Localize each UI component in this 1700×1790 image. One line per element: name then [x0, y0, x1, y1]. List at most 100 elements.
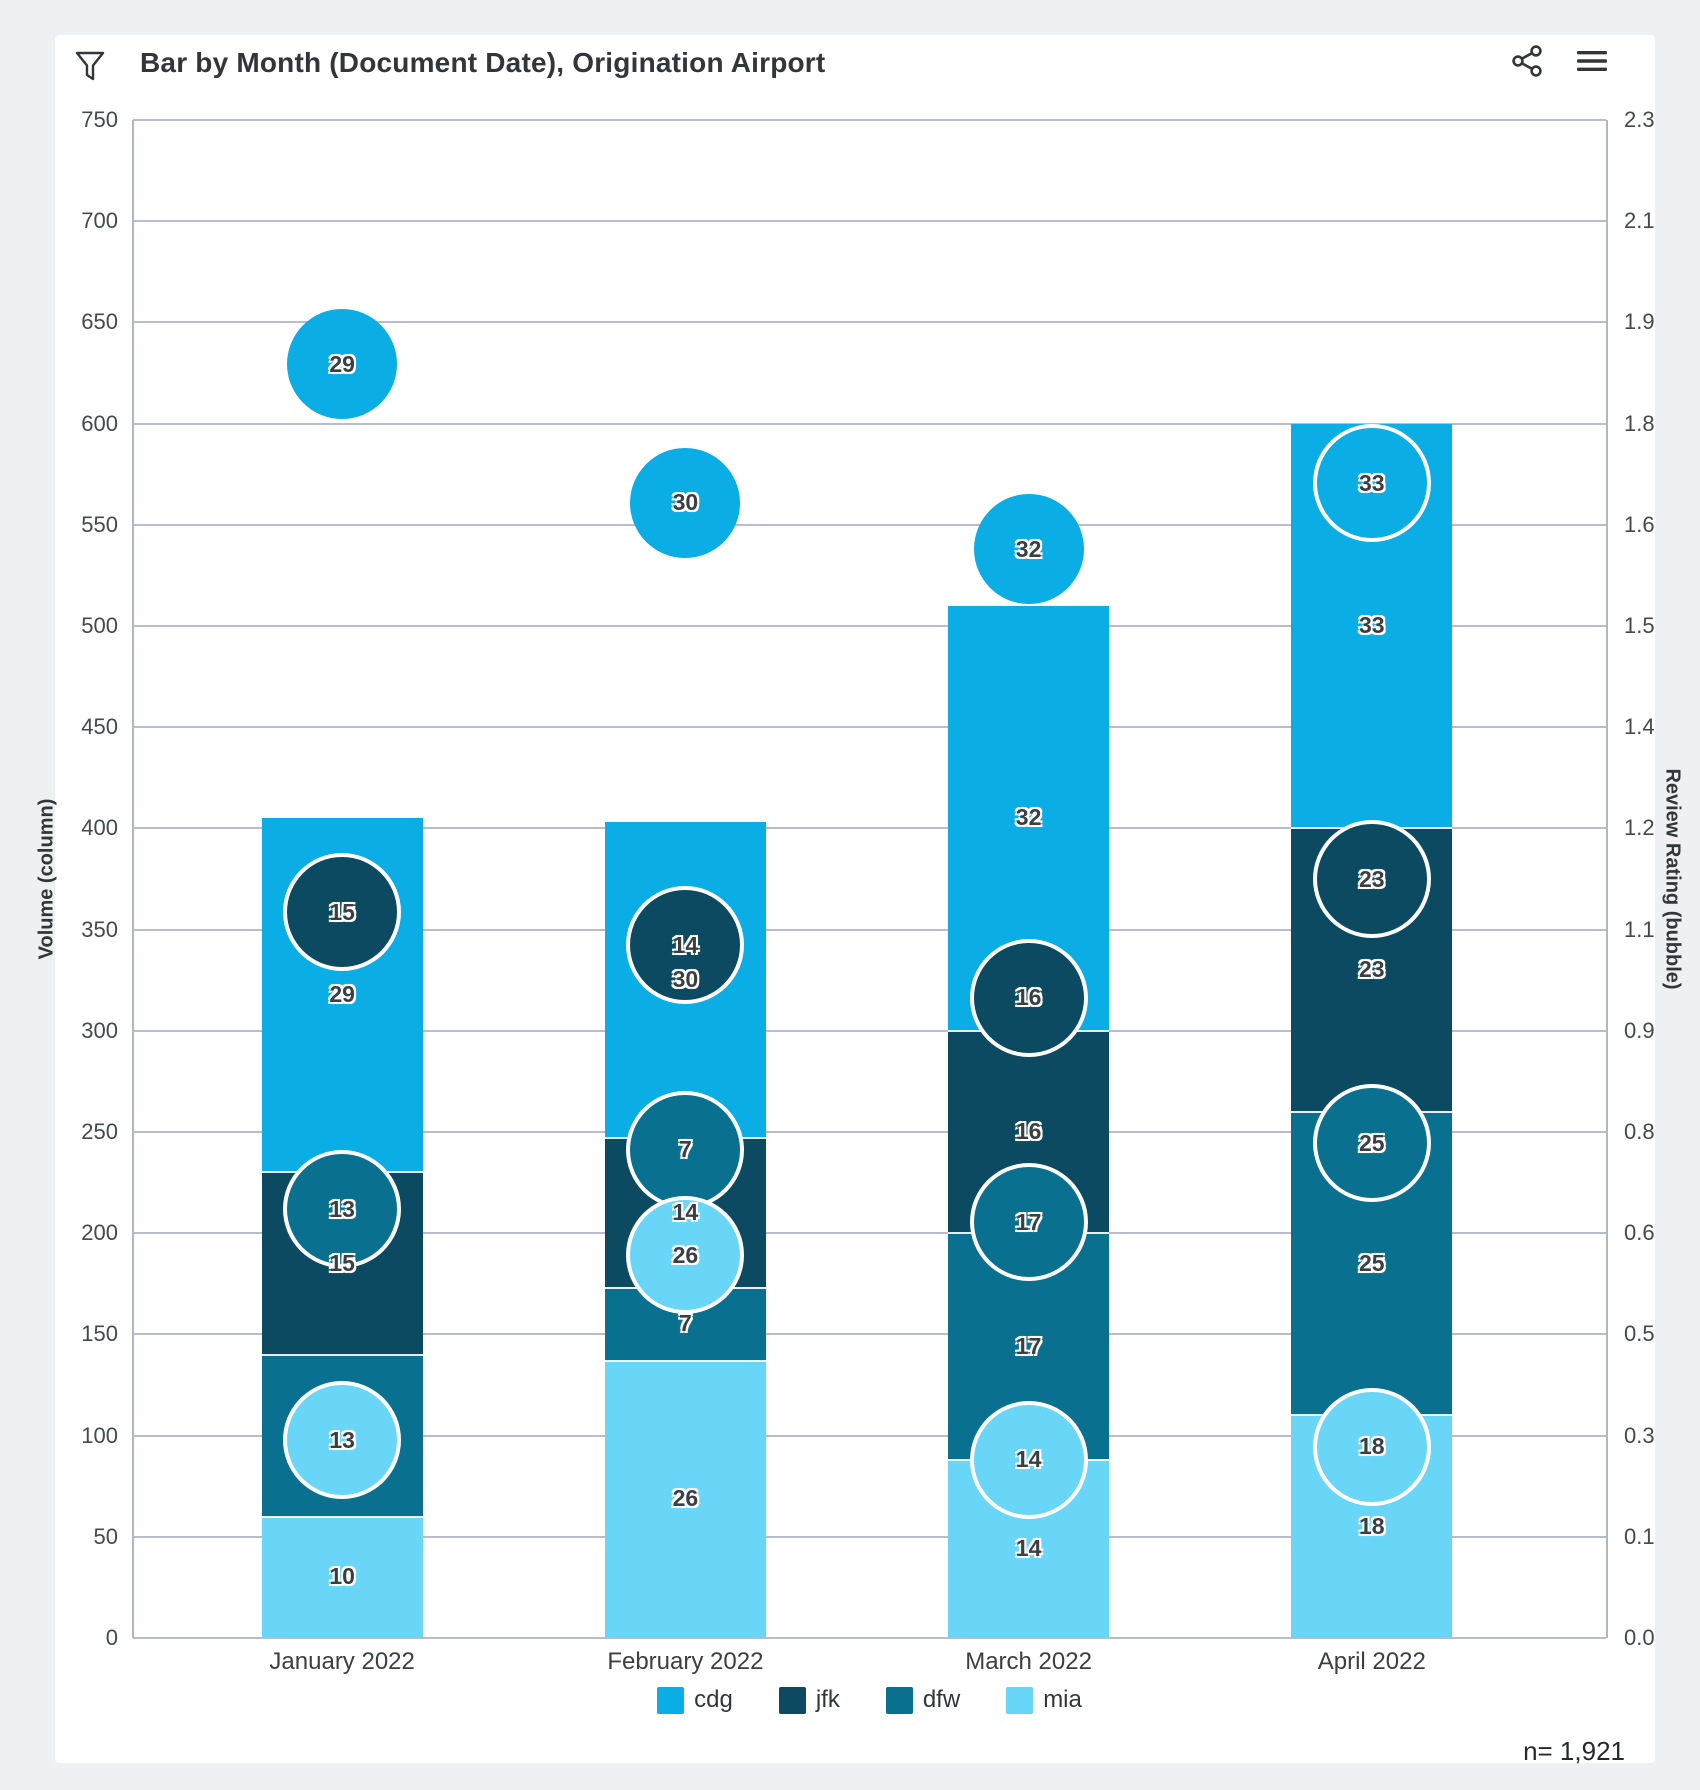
y-right-tick-label: 0.1	[1624, 1523, 1655, 1549]
y-left-tick-label: 0	[105, 1625, 118, 1650]
legend-label-mia: mia	[1043, 1686, 1082, 1713]
bubble-jfk[interactable]: 15	[287, 857, 398, 967]
bubble-jfk[interactable]: 23	[1316, 824, 1427, 934]
gridline	[133, 1232, 1606, 1235]
y-left-tick-label: 300	[81, 1017, 118, 1043]
y-right-tick-label: 1.8	[1624, 410, 1655, 436]
bubble-cdg[interactable]: 33	[1316, 428, 1427, 538]
y-left-tick-label: 400	[81, 815, 118, 841]
bubble-value: 25	[1358, 1129, 1385, 1156]
bar-segment-value-label: 33	[1291, 612, 1452, 639]
segment-value: 29	[329, 981, 355, 1008]
segment-value: 16	[1015, 1118, 1042, 1144]
gridline	[133, 1333, 1606, 1336]
bar-segment-value-label: 10	[262, 1563, 423, 1590]
bar-segment-value-label: 14	[605, 1199, 766, 1226]
segment-value: 33	[1358, 612, 1385, 638]
y-left-tick-label: 100	[81, 1422, 118, 1448]
y-right-tick-label: 0.5	[1624, 1321, 1655, 1347]
bubble-dfw[interactable]: 17	[973, 1167, 1084, 1278]
bubble-value: 26	[672, 1241, 699, 1268]
x-axis-category-label: January 2022	[269, 1648, 415, 1675]
bubble-mia[interactable]: 13	[287, 1385, 398, 1495]
bubble-value: 33	[1358, 469, 1385, 496]
bar-segment-value-label: 30	[605, 966, 766, 993]
gridline	[133, 422, 1606, 425]
share-icon[interactable]	[1509, 43, 1545, 79]
bar-segment-value-label: 32	[948, 804, 1109, 831]
gridline	[133, 726, 1606, 729]
y-left-tick-label: 350	[81, 916, 118, 942]
segment-value: 14	[1015, 1534, 1042, 1561]
segment-value: 25	[1358, 1249, 1385, 1276]
segment-divider	[261, 1515, 423, 1518]
bubble-cdg[interactable]: 29	[287, 309, 398, 420]
y-right-tick-label: 0.3	[1624, 1422, 1655, 1448]
bubble-value: 18	[1358, 1433, 1385, 1460]
y-right-tick-label: 1.6	[1624, 511, 1655, 537]
page-title: Bar by Month (Document Date), Originatio…	[140, 47, 826, 78]
filter-funnel-icon[interactable]	[75, 50, 105, 84]
y-left-tick-label: 750	[81, 107, 118, 132]
bubble-value: 7	[678, 1136, 692, 1163]
legend-item-dfw[interactable]: dfw	[885, 1686, 961, 1714]
gridline	[133, 321, 1606, 324]
bubble-mia[interactable]: 14	[973, 1404, 1084, 1515]
bar-segment-mia[interactable]	[261, 1516, 423, 1638]
y-right-tick-label: 1.9	[1624, 309, 1655, 335]
y-left-tick-label: 550	[81, 511, 118, 537]
legend-item-mia[interactable]: mia	[1006, 1686, 1082, 1714]
y-right-tick-label: 1.5	[1624, 613, 1655, 638]
segment-value: 15	[329, 1249, 355, 1276]
bubble-jfk[interactable]: 14	[630, 890, 741, 1000]
segment-divider	[261, 1353, 423, 1356]
bar-segment-value-label: 26	[605, 1485, 766, 1512]
gridline	[133, 625, 1606, 627]
segment-value: 23	[1358, 956, 1385, 983]
chart-card-header: Bar by Month (Document Date), Originatio…	[55, 35, 1655, 110]
x-axis-category-label: March 2022	[965, 1648, 1092, 1675]
chart-legend: cdg jfk dfw mia	[133, 1686, 1606, 1714]
bubble-cdg[interactable]: 30	[630, 447, 741, 558]
gridline	[133, 523, 1606, 526]
legend-item-jfk[interactable]: jfk	[778, 1686, 840, 1714]
bubble-value: 13	[329, 1426, 355, 1453]
bubble-value: 15	[329, 898, 355, 925]
gridline	[133, 220, 1606, 223]
legend-item-cdg[interactable]: cdg	[657, 1686, 733, 1714]
gridline	[133, 827, 1606, 830]
y-right-tick-label: 1.1	[1624, 916, 1655, 942]
y-right-tick-label: 0.6	[1624, 1220, 1655, 1246]
bubble-dfw[interactable]: 7	[630, 1094, 741, 1205]
bubble-value: 17	[1015, 1208, 1042, 1235]
y-left-tick-label: 50	[93, 1523, 118, 1549]
bubble-jfk[interactable]: 16	[973, 942, 1084, 1053]
legend-label-dfw: dfw	[922, 1686, 961, 1713]
bar-segment-mia[interactable]	[604, 1360, 766, 1638]
bubble-mia[interactable]: 26	[630, 1200, 741, 1311]
segment-value: 32	[1015, 804, 1042, 831]
sample-size-label: n= 1,921	[1523, 1736, 1625, 1766]
bar-segment-value-label: 23	[1291, 956, 1452, 983]
gridline	[133, 1637, 1606, 1639]
bubble-value: 14	[672, 931, 699, 958]
bubble-value: 14	[1015, 1446, 1042, 1473]
legend-swatch-mia	[1006, 1686, 1034, 1714]
gridline	[133, 1029, 1606, 1032]
y-right-axis-line	[1606, 120, 1608, 1638]
y-left-tick-label: 500	[81, 613, 118, 638]
segment-value: 10	[329, 1563, 355, 1590]
bubble-mia[interactable]: 18	[1316, 1391, 1427, 1502]
bar-segment-value-label: 17	[948, 1333, 1109, 1360]
bubble-dfw[interactable]: 13	[287, 1154, 398, 1264]
bar-segment-value-label: 7	[605, 1310, 766, 1337]
y-left-tick-label: 700	[81, 208, 118, 234]
gridline	[133, 1535, 1606, 1538]
bubble-value: 32	[1015, 535, 1042, 562]
bubble-dfw[interactable]: 25	[1316, 1088, 1427, 1198]
bubble-value: 13	[329, 1195, 355, 1222]
legend-swatch-cdg	[657, 1686, 685, 1714]
hamburger-menu-icon[interactable]	[1574, 43, 1610, 79]
bubble-cdg[interactable]: 32	[973, 494, 1084, 604]
bar-segment-value-label: 16	[948, 1118, 1109, 1145]
